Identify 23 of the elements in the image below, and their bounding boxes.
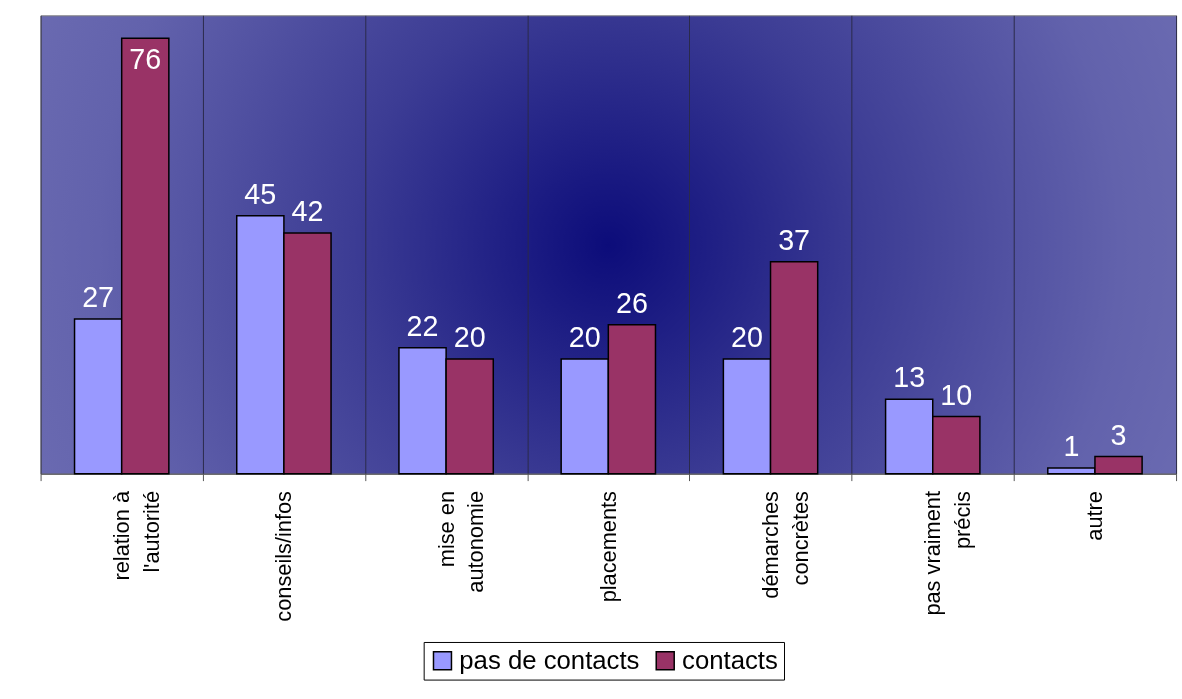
data-label: 1 [1063, 430, 1080, 463]
x-tick-label: autre [1082, 491, 1108, 541]
x-tick-label: placements [595, 490, 621, 603]
data-label: 26 [615, 286, 648, 319]
data-label: 3 [1110, 418, 1127, 451]
data-label: 20 [453, 321, 486, 354]
data-label: 37 [778, 223, 811, 256]
x-tick-label: conseils/infos [271, 490, 297, 622]
legend-label: contacts [682, 645, 778, 674]
data-label: 27 [82, 281, 115, 314]
x-tick-label: pas vraiment précis [920, 490, 975, 616]
data-label: 42 [291, 195, 324, 228]
x-tick-label: mise en autonomie [433, 491, 489, 593]
data-label: 22 [406, 309, 439, 342]
legend-label: pas de contacts [459, 645, 640, 674]
data-label: 20 [731, 321, 763, 354]
data-label: 45 [244, 177, 277, 210]
data-label: 20 [568, 321, 601, 354]
data-label: 10 [940, 378, 973, 411]
data-label: 76 [129, 42, 162, 75]
x-tick-label: relation à l'autorité [109, 490, 164, 581]
x-tick-label: démarches concrètes [757, 490, 813, 599]
data-label: 13 [893, 361, 926, 394]
